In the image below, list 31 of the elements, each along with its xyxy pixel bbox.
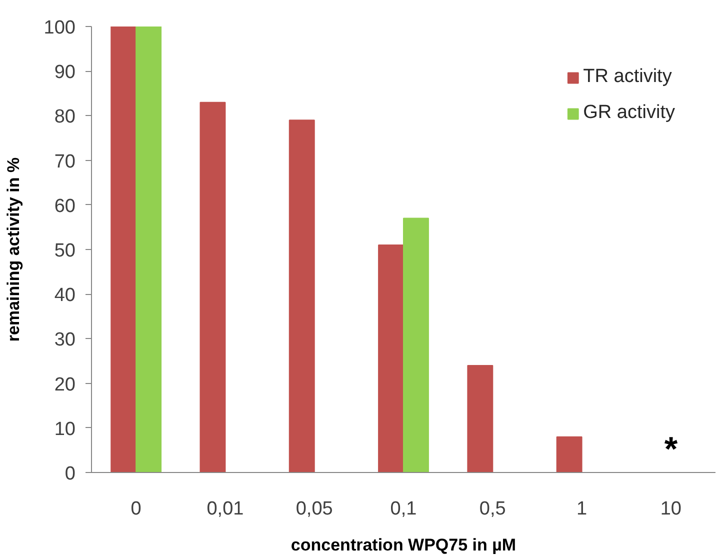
y-tick-label: 60: [54, 196, 76, 217]
y-tick-label: 80: [54, 106, 76, 128]
y-tick-label: 0: [64, 464, 76, 484]
x-axis-title: concentration WPQ75 in µM: [290, 536, 516, 554]
bar: [556, 436, 582, 472]
x-tick-label: 0,01: [206, 498, 244, 520]
y-tick-label: 20: [54, 374, 76, 396]
y-tick-label: 100: [44, 18, 76, 38]
legend-label: GR activity: [583, 102, 675, 124]
legend-label: TR activity: [583, 66, 672, 88]
annotation: *: [664, 430, 678, 468]
y-tick-label: 40: [54, 285, 76, 306]
x-tick-label: 0,1: [390, 498, 417, 520]
bar: [110, 26, 137, 472]
y-tick-label: 10: [54, 418, 76, 440]
x-tick-label: 1: [576, 498, 588, 520]
bar: [200, 102, 226, 472]
y-tick-label: 50: [54, 240, 76, 262]
y-tick-label: 30: [54, 330, 76, 351]
y-tick-label: 90: [54, 62, 76, 84]
x-tick-label: 0,5: [479, 498, 506, 520]
bar: [403, 218, 429, 472]
y-axis-title: remaining activity in %: [4, 157, 23, 342]
x-tick-label: 0: [130, 498, 142, 520]
bar: [288, 120, 315, 472]
y-tick-label: 70: [54, 151, 76, 172]
x-tick-label: 0,05: [296, 498, 333, 520]
bar: [136, 26, 162, 472]
bar: [467, 364, 494, 472]
bar: [378, 244, 404, 472]
x-tick-label: 10: [660, 498, 682, 520]
